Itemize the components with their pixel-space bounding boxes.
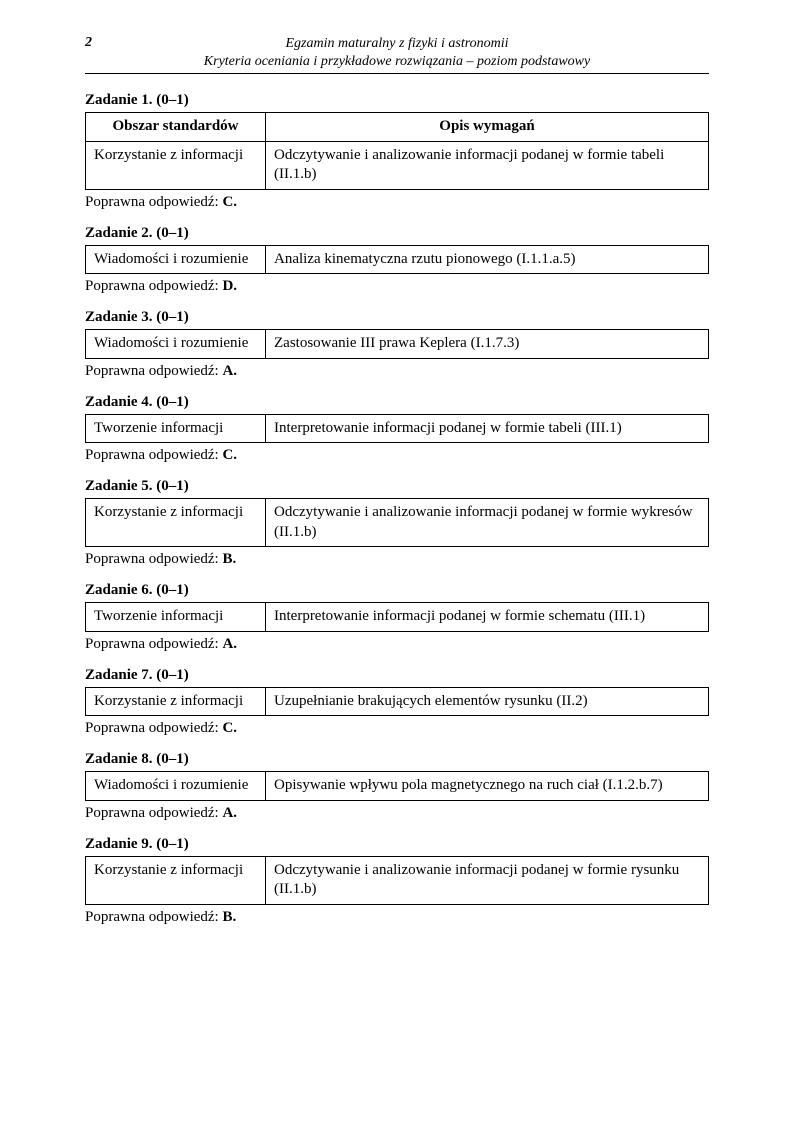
header-line-1: Egzamin maturalny z fizyki i astronomii: [85, 35, 709, 53]
table-row: Wiadomości i rozumienieZastosowanie III …: [86, 330, 709, 359]
answer-value: C.: [222, 447, 237, 463]
task-table: Obszar standardówOpis wymagańKorzystanie…: [85, 112, 709, 190]
task-block: Zadanie 8. (0–1) Wiadomości i rozumienieO…: [85, 751, 709, 822]
task-title: Zadanie 4. (0–1): [85, 394, 709, 411]
cell-desc: Interpretowanie informacji podanej w for…: [266, 603, 709, 632]
task-block: Zadanie 1. (0–1) Obszar standardówOpis wy…: [85, 92, 709, 211]
task-block: Zadanie 2. (0–1) Wiadomości i rozumienieA…: [85, 225, 709, 296]
answer-prefix: Poprawna odpowiedź:: [85, 805, 222, 821]
answer-value: C.: [222, 194, 237, 210]
cell-area: Wiadomości i rozumienie: [86, 245, 266, 274]
task-title: Zadanie 9. (0–1): [85, 836, 709, 853]
table-row: Korzystanie z informacjiOdczytywanie i a…: [86, 141, 709, 189]
table-row: Korzystanie z informacjiOdczytywanie i a…: [86, 499, 709, 547]
answer-prefix: Poprawna odpowiedź:: [85, 194, 222, 210]
cell-area: Tworzenie informacji: [86, 603, 266, 632]
cell-area: Korzystanie z informacji: [86, 499, 266, 547]
answer-line: Poprawna odpowiedź: C.: [85, 447, 709, 464]
answer-line: Poprawna odpowiedź: D.: [85, 278, 709, 295]
table-row: Wiadomości i rozumienieAnaliza kinematyc…: [86, 245, 709, 274]
answer-prefix: Poprawna odpowiedź:: [85, 720, 222, 736]
cell-desc: Zastosowanie III prawa Keplera (I.1.7.3): [266, 330, 709, 359]
answer-line: Poprawna odpowiedź: A.: [85, 805, 709, 822]
table-row: Korzystanie z informacjiUzupełnianie bra…: [86, 687, 709, 716]
task-title: Zadanie 7. (0–1): [85, 667, 709, 684]
task-table: Wiadomości i rozumienieAnaliza kinematyc…: [85, 245, 709, 275]
answer-value: D.: [222, 278, 237, 294]
cell-area: Korzystanie z informacji: [86, 687, 266, 716]
cell-area: Tworzenie informacji: [86, 414, 266, 443]
answer-prefix: Poprawna odpowiedź:: [85, 551, 222, 567]
answer-prefix: Poprawna odpowiedź:: [85, 636, 222, 652]
cell-desc: Odczytywanie i analizowanie informacji p…: [266, 499, 709, 547]
header-lines: Egzamin maturalny z fizyki i astronomii …: [85, 35, 709, 71]
task-block: Zadanie 4. (0–1) Tworzenie informacjiInte…: [85, 394, 709, 465]
cell-desc: Odczytywanie i analizowanie informacji p…: [266, 141, 709, 189]
column-header-area: Obszar standardów: [86, 113, 266, 142]
task-title: Zadanie 1. (0–1): [85, 92, 709, 109]
task-title: Zadanie 6. (0–1): [85, 582, 709, 599]
answer-value: A.: [222, 363, 237, 379]
answer-prefix: Poprawna odpowiedź:: [85, 363, 222, 379]
table-row: Wiadomości i rozumienieOpisywanie wpływu…: [86, 772, 709, 801]
cell-desc: Uzupełnianie brakujących elementów rysun…: [266, 687, 709, 716]
task-block: Zadanie 5. (0–1) Korzystanie z informacji…: [85, 478, 709, 568]
cell-area: Wiadomości i rozumienie: [86, 772, 266, 801]
task-table: Korzystanie z informacjiUzupełnianie bra…: [85, 687, 709, 717]
task-block: Zadanie 9. (0–1) Korzystanie z informacji…: [85, 836, 709, 926]
cell-area: Korzystanie z informacji: [86, 141, 266, 189]
task-title: Zadanie 2. (0–1): [85, 225, 709, 242]
answer-value: B.: [222, 551, 236, 567]
task-title: Zadanie 8. (0–1): [85, 751, 709, 768]
task-table: Tworzenie informacjiInterpretowanie info…: [85, 602, 709, 632]
answer-value: C.: [222, 720, 237, 736]
answer-line: Poprawna odpowiedź: A.: [85, 636, 709, 653]
page: 2 Egzamin maturalny z fizyki i astronomi…: [0, 0, 794, 1123]
table-row: Tworzenie informacjiInterpretowanie info…: [86, 414, 709, 443]
tasks-container: Zadanie 1. (0–1) Obszar standardówOpis wy…: [85, 92, 709, 926]
answer-prefix: Poprawna odpowiedź:: [85, 278, 222, 294]
table-row: Tworzenie informacjiInterpretowanie info…: [86, 603, 709, 632]
answer-prefix: Poprawna odpowiedź:: [85, 447, 222, 463]
answer-line: Poprawna odpowiedź: B.: [85, 551, 709, 568]
task-title: Zadanie 3. (0–1): [85, 309, 709, 326]
task-table: Wiadomości i rozumienieZastosowanie III …: [85, 329, 709, 359]
task-block: Zadanie 6. (0–1) Tworzenie informacjiInte…: [85, 582, 709, 653]
cell-area: Wiadomości i rozumienie: [86, 330, 266, 359]
answer-line: Poprawna odpowiedź: C.: [85, 720, 709, 737]
answer-line: Poprawna odpowiedź: B.: [85, 909, 709, 926]
task-block: Zadanie 7. (0–1) Korzystanie z informacji…: [85, 667, 709, 738]
answer-value: A.: [222, 636, 237, 652]
task-title: Zadanie 5. (0–1): [85, 478, 709, 495]
answer-line: Poprawna odpowiedź: A.: [85, 363, 709, 380]
task-block: Zadanie 3. (0–1) Wiadomości i rozumienieZ…: [85, 309, 709, 380]
table-row: Korzystanie z informacjiOdczytywanie i a…: [86, 856, 709, 904]
cell-desc: Odczytywanie i analizowanie informacji p…: [266, 856, 709, 904]
cell-desc: Interpretowanie informacji podanej w for…: [266, 414, 709, 443]
task-table: Tworzenie informacjiInterpretowanie info…: [85, 414, 709, 444]
cell-area: Korzystanie z informacji: [86, 856, 266, 904]
answer-prefix: Poprawna odpowiedź:: [85, 909, 222, 925]
cell-desc: Opisywanie wpływu pola magnetycznego na …: [266, 772, 709, 801]
task-table: Korzystanie z informacjiOdczytywanie i a…: [85, 498, 709, 547]
page-number: 2: [85, 35, 92, 51]
task-table: Wiadomości i rozumienieOpisywanie wpływu…: [85, 771, 709, 801]
cell-desc: Analiza kinematyczna rzutu pionowego (I.…: [266, 245, 709, 274]
answer-line: Poprawna odpowiedź: C.: [85, 194, 709, 211]
task-table: Korzystanie z informacjiOdczytywanie i a…: [85, 856, 709, 905]
answer-value: A.: [222, 805, 237, 821]
column-header-desc: Opis wymagań: [266, 113, 709, 142]
page-header: 2 Egzamin maturalny z fizyki i astronomi…: [85, 35, 709, 74]
answer-value: B.: [222, 909, 236, 925]
header-line-2: Kryteria oceniania i przykładowe rozwiąz…: [85, 53, 709, 71]
